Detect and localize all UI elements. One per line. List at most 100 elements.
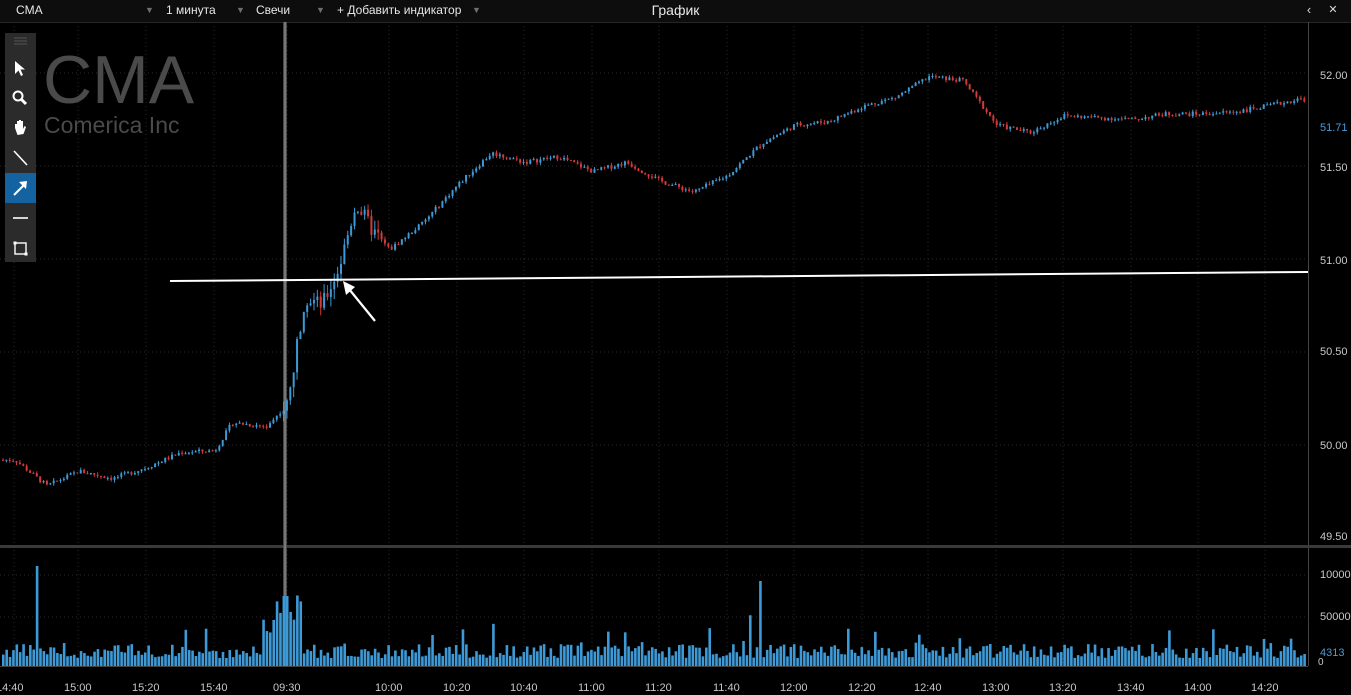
volume-bar (296, 595, 299, 666)
candle-body (201, 449, 204, 452)
zoom-icon[interactable] (5, 83, 36, 113)
candle-body (272, 419, 275, 424)
volume-bar (681, 644, 684, 666)
volume-bar (400, 649, 404, 666)
volume-bar (1053, 657, 1056, 666)
candle-body (93, 473, 96, 475)
candle-body (363, 209, 366, 215)
volume-bar (265, 631, 269, 666)
arrow-icon[interactable] (5, 173, 36, 203)
volume-bar (870, 655, 874, 666)
close-icon[interactable]: ✕ (1328, 4, 1338, 16)
volume-bar (116, 645, 120, 666)
candle-body (857, 109, 860, 112)
drawing-tools-panel (5, 33, 36, 262)
volume-bar (231, 657, 235, 666)
dropdown-arrow-icon[interactable]: ▼ (316, 5, 325, 15)
y-tick: 51.50 (1320, 162, 1348, 174)
candle-body (177, 453, 180, 456)
volume-bar (1107, 648, 1110, 666)
volume-bar (559, 644, 563, 666)
candle-body (661, 177, 664, 182)
rectangle-icon[interactable] (5, 233, 36, 263)
volume-bar (1019, 650, 1022, 666)
volume-tick: 10000 (1320, 569, 1351, 581)
volume-bar (999, 651, 1002, 666)
add-indicator-button[interactable]: + Добавить индикатор (337, 3, 462, 17)
volume-bar (1232, 652, 1235, 666)
volume-bar (59, 654, 63, 666)
candle-body (465, 174, 468, 182)
volume-bar (492, 623, 495, 666)
candle-body (336, 273, 339, 282)
candle-body (525, 161, 528, 164)
volume-bar (177, 653, 181, 666)
volume-bar (1059, 652, 1063, 666)
volume-bar (5, 649, 8, 666)
candle-body (481, 160, 484, 167)
volume-bar (1147, 656, 1151, 666)
volume-bar (424, 655, 428, 666)
x-tick: 10:40 (510, 682, 538, 694)
candle-body (779, 133, 782, 136)
volume-bar (1269, 643, 1273, 666)
candle-body (938, 76, 941, 78)
candle-body (725, 175, 728, 179)
candle-body (265, 426, 268, 428)
candle-body (1029, 130, 1032, 134)
volume-bar (735, 652, 739, 666)
candle-body (116, 476, 119, 478)
candle-body (468, 174, 471, 176)
volume-bar (958, 638, 962, 666)
candle-body (826, 120, 829, 124)
candle-body (1225, 111, 1228, 113)
hline-icon[interactable] (5, 203, 36, 233)
dropdown-arrow-icon[interactable]: ▼ (472, 5, 481, 15)
candle-body (49, 483, 52, 485)
volume-bar (691, 645, 695, 666)
volume-bar (89, 656, 93, 666)
candle-body (427, 216, 430, 220)
volume-bar (931, 650, 935, 666)
candle-body (1022, 129, 1025, 131)
volume-bar (475, 651, 478, 666)
candle-body (515, 158, 518, 160)
volume-bar (289, 611, 292, 666)
volume-bar (759, 581, 762, 666)
volume-bar (806, 652, 810, 666)
volume-bar (258, 654, 262, 666)
candle-body (269, 423, 272, 428)
interval-selector[interactable]: 1 минута (166, 3, 216, 17)
volume-bar (1164, 647, 1168, 666)
menu-icon[interactable] (5, 33, 36, 49)
volume-bar (1185, 648, 1188, 666)
line-icon[interactable] (5, 143, 36, 173)
volume-bar (1073, 657, 1077, 666)
chart-type-selector[interactable]: Свечи (256, 3, 291, 17)
symbol-selector[interactable]: CMA (16, 3, 43, 17)
volume-bar (1026, 650, 1029, 666)
collapse-icon[interactable]: ‹ (1306, 2, 1312, 17)
candle-body (982, 101, 985, 109)
candle-body (1212, 114, 1215, 116)
candle-body (1299, 98, 1302, 100)
x-tick: 11:20 (645, 682, 672, 694)
dropdown-arrow-icon[interactable]: ▼ (145, 5, 154, 15)
candle-body (231, 424, 234, 426)
cursor-icon[interactable] (5, 53, 36, 83)
volume-bar (924, 648, 928, 666)
candle-body (370, 216, 373, 235)
candle-body (1076, 115, 1079, 118)
volume-bar (187, 650, 191, 666)
candle-body (566, 157, 569, 160)
candle-body (353, 212, 356, 226)
dropdown-arrow-icon[interactable]: ▼ (236, 5, 245, 15)
volume-bar (1151, 644, 1154, 666)
hand-icon[interactable] (5, 113, 36, 143)
volume-tick: 50000 (1320, 611, 1351, 623)
candle-body (45, 481, 48, 485)
candle-body (705, 183, 708, 188)
candle-body (630, 163, 633, 167)
candle-body (600, 167, 603, 170)
